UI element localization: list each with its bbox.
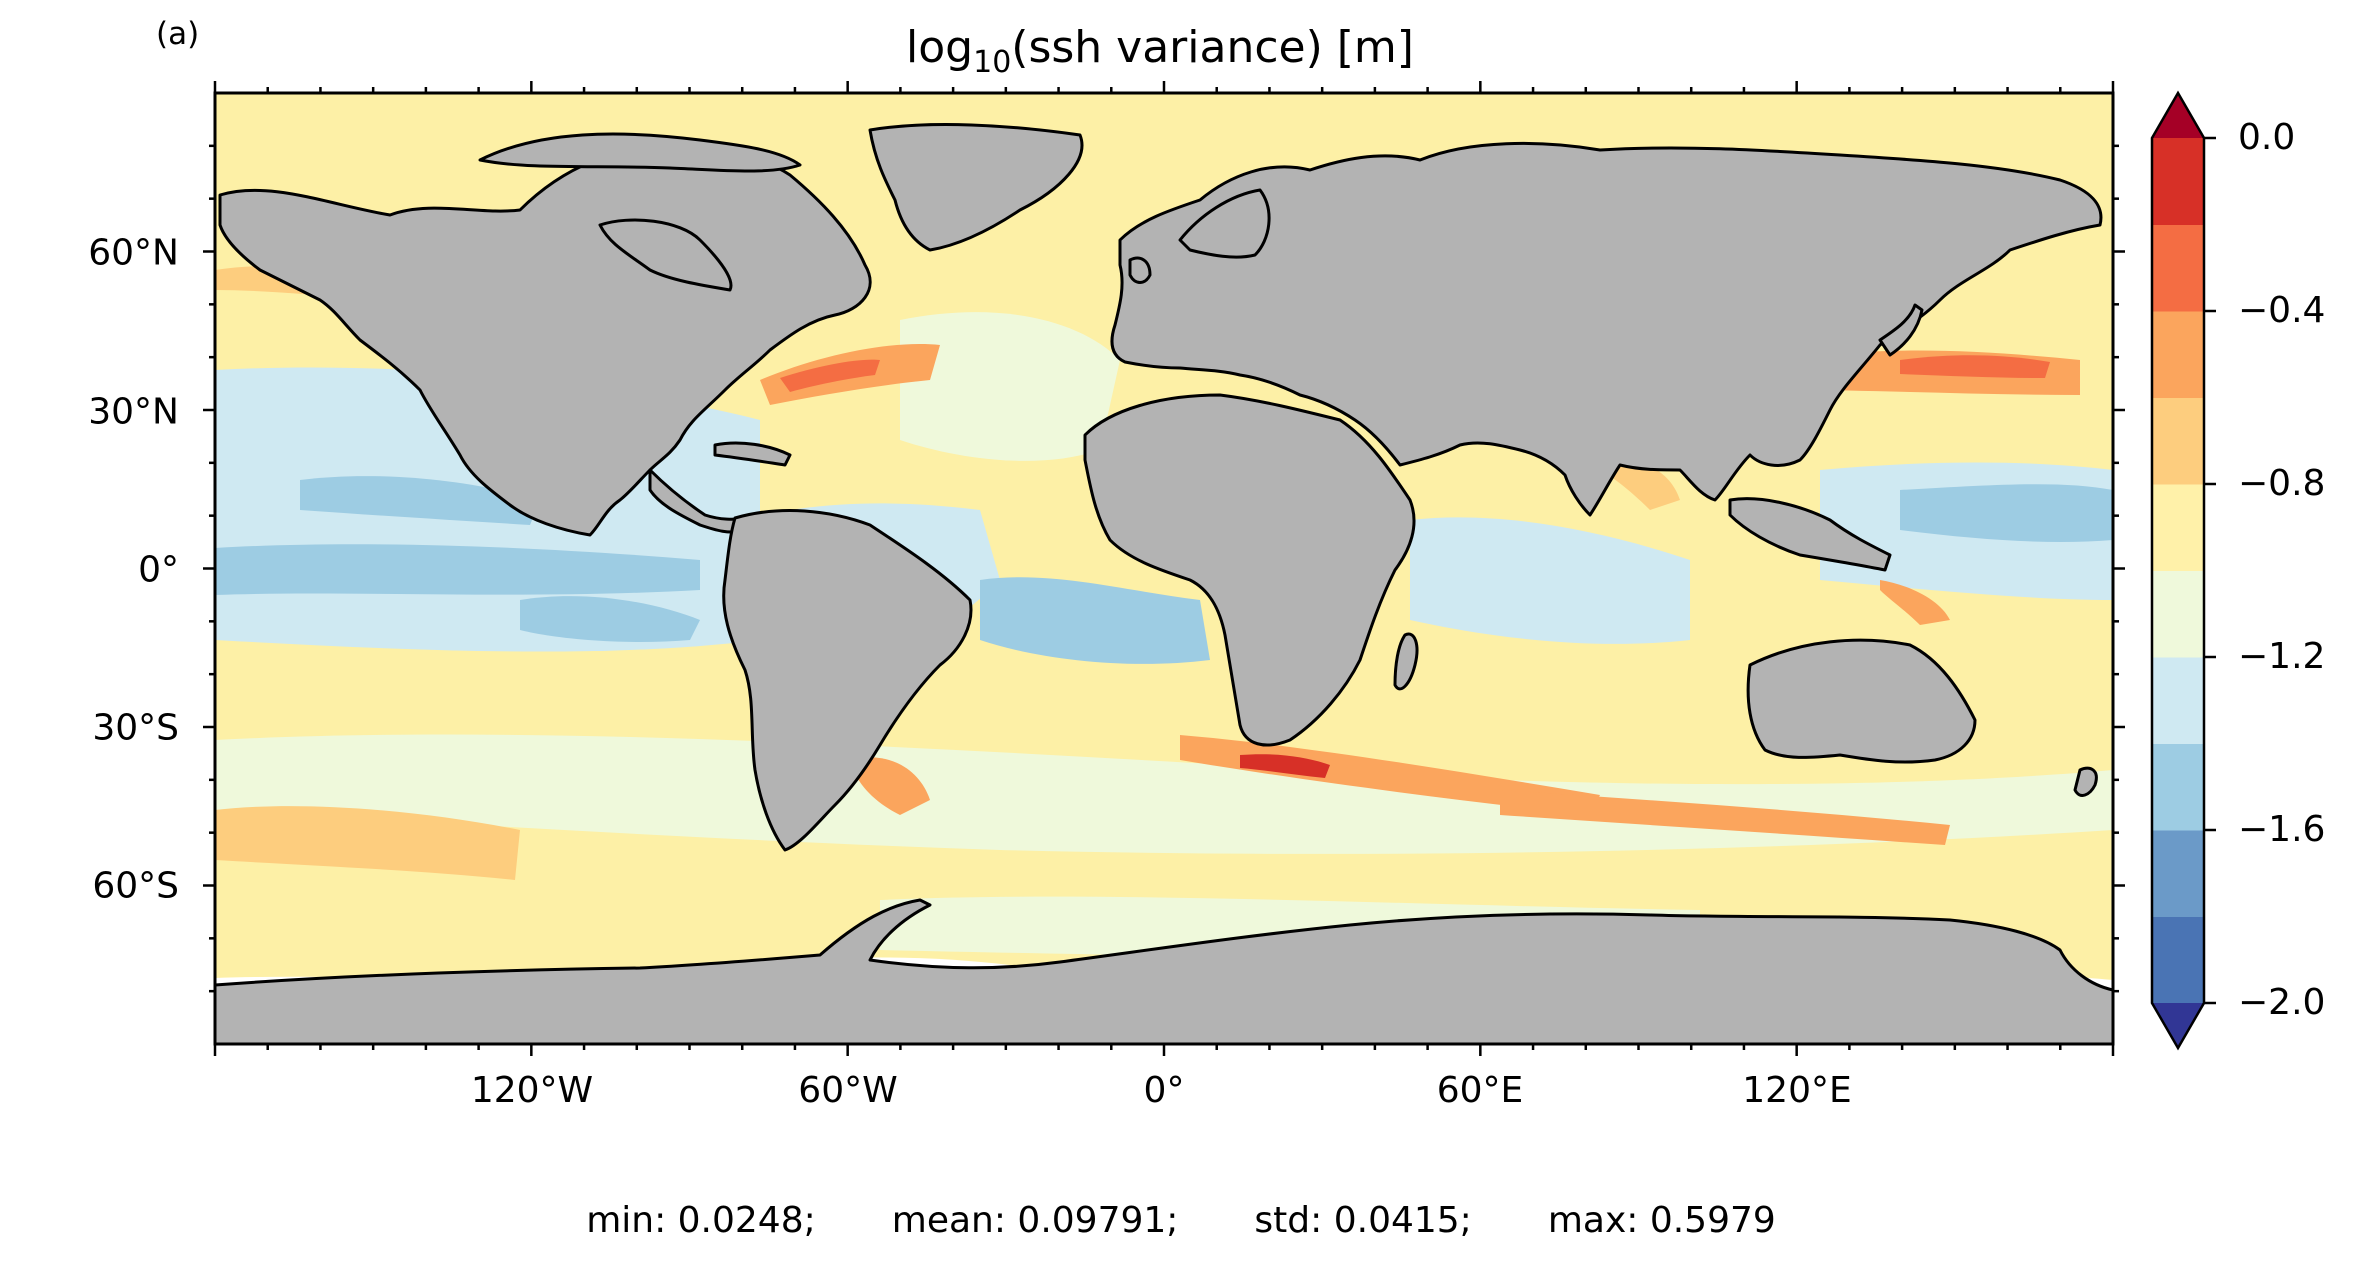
colorbar-swatch xyxy=(2152,484,2204,571)
japan xyxy=(1878,303,1924,357)
canadian-arctic-islands xyxy=(478,132,802,173)
colorbar-extend-under xyxy=(2152,1003,2204,1048)
antarctica xyxy=(215,898,2113,1044)
new-guinea-shelf xyxy=(1880,580,1950,625)
lon-tick-label: 60°W xyxy=(798,1070,898,1111)
statistics-line: min: 0.0248; mean: 0.09791; std: 0.0415; ma… xyxy=(0,1200,2362,1241)
lat-tick-label: 60°N xyxy=(88,232,179,274)
lat-tick-label: 60°S xyxy=(92,865,179,907)
acc-indian xyxy=(1500,790,1950,845)
land xyxy=(215,123,2113,1044)
chart-title: log10(ssh variance) [m] xyxy=(906,22,1414,80)
kuroshio-core xyxy=(1900,355,2050,378)
east-pacific-band xyxy=(1900,484,2113,542)
colorbar-tick-label: −1.6 xyxy=(2238,809,2326,850)
scandinavia xyxy=(1178,188,1271,259)
colorbar-swatch xyxy=(2152,138,2204,225)
colorbar-swatch xyxy=(2152,311,2204,398)
stat-mean: mean: 0.09791; xyxy=(891,1200,1179,1241)
hudson-bay-rim xyxy=(598,218,733,292)
brazil-malvinas xyxy=(850,757,930,815)
south-atlantic-low xyxy=(980,577,1210,664)
map-area xyxy=(215,93,2113,1044)
equatorial-pacific-band xyxy=(215,544,700,595)
africa xyxy=(1083,393,1416,747)
gulf-stream-core xyxy=(780,359,880,392)
new-zealand xyxy=(2073,766,2098,797)
colorbar xyxy=(2150,90,2216,1051)
cuba-hispaniola xyxy=(713,441,792,467)
agulhas-retroflection xyxy=(1180,735,1600,815)
lat-tick-label: 30°S xyxy=(92,707,179,749)
southeast-asia-islands xyxy=(1728,497,1892,572)
colorbar-swatch xyxy=(2152,657,2204,744)
colorbar-swatch xyxy=(2152,830,2204,917)
south-pacific-low xyxy=(520,596,700,642)
north-pacific-blob xyxy=(300,476,540,525)
colorbar-extend-over xyxy=(2152,93,2204,138)
colorbar-tick-label: −0.8 xyxy=(2238,463,2326,504)
north-atlantic-green xyxy=(900,312,1120,461)
greenland xyxy=(868,123,1084,252)
eurasia xyxy=(1110,141,2103,517)
colorbar-swatch xyxy=(2152,743,2204,831)
colorbar-swatch xyxy=(2152,397,2204,485)
stat-max: max: 0.5979 xyxy=(1547,1200,1776,1241)
stat-std: std: 0.0415; xyxy=(1254,1200,1472,1241)
lat-tick-label: 0° xyxy=(138,549,179,591)
panel-label: (a) xyxy=(156,16,200,52)
indian-ocean-low xyxy=(1410,517,1690,644)
lon-tick-label: 120°W xyxy=(470,1070,594,1111)
lon-tick-label: 0° xyxy=(1143,1070,1185,1111)
stat-min: min: 0.0248; xyxy=(586,1200,816,1241)
south-america xyxy=(722,509,973,852)
madagascar xyxy=(1393,632,1419,691)
colorbar-tick-label: −2.0 xyxy=(2238,982,2326,1023)
axis-ticks xyxy=(203,81,2125,1056)
lat-tick-label: 30°N xyxy=(88,391,179,433)
lon-tick-label: 60°E xyxy=(1436,1070,1524,1111)
colorbar-tick-label: −1.2 xyxy=(2238,636,2326,677)
australia xyxy=(1746,638,1977,764)
bay-of-bengal xyxy=(1600,459,1680,510)
agulhas-core xyxy=(1240,754,1330,778)
british-isles xyxy=(1128,256,1152,284)
lon-tick-label: 120°E xyxy=(1742,1070,1852,1111)
colorbar-tick-label: 0.0 xyxy=(2238,117,2296,158)
colorbar-swatch xyxy=(2152,570,2204,658)
colorbar-tick-label: −0.4 xyxy=(2238,290,2326,331)
colorbar-swatch xyxy=(2152,916,2204,1004)
south-pacific-acc xyxy=(215,806,520,880)
colorbar-swatch xyxy=(2152,224,2204,312)
